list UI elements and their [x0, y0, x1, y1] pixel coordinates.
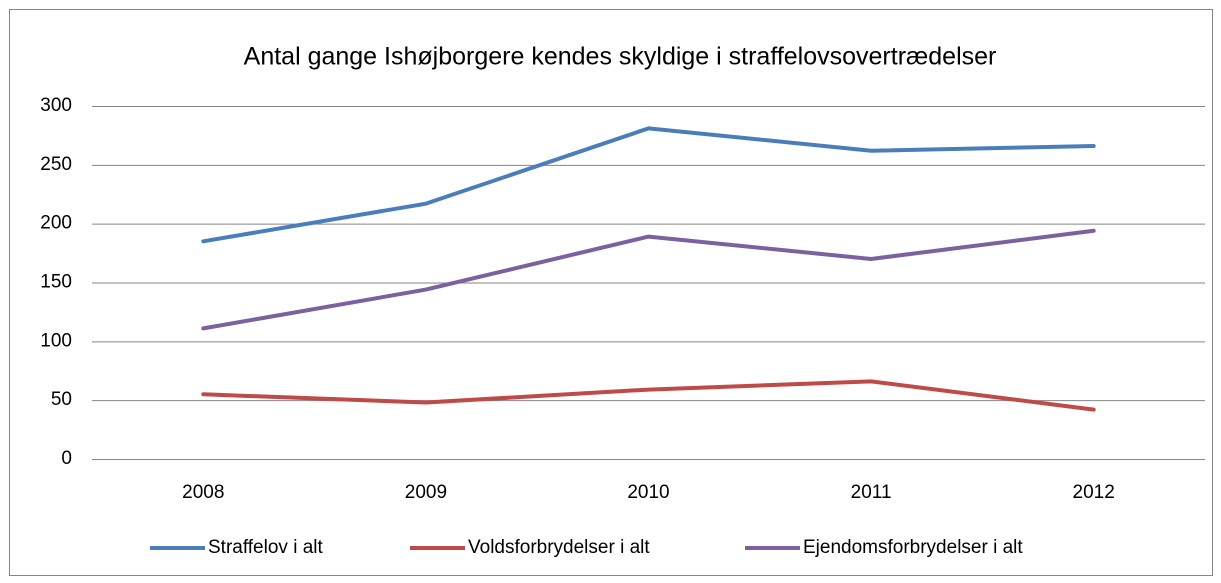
- chart-title: Antal gange Ishøjborgere kendes skyldige…: [244, 43, 997, 71]
- y-tick-label: 0: [61, 448, 72, 469]
- legend-label: Ejendomsforbrydelser i alt: [803, 537, 1023, 558]
- series-line: [201, 379, 1096, 412]
- legend-label: Voldsforbrydelser i alt: [468, 537, 650, 558]
- series-line: [201, 126, 1096, 244]
- y-tick-label: 200: [40, 213, 72, 234]
- x-tick-label: 2012: [1073, 482, 1115, 503]
- series-line: [201, 228, 1096, 331]
- x-tick-label: 2009: [405, 482, 447, 503]
- y-tick-label: 300: [40, 95, 72, 116]
- x-tick-label: 2010: [627, 482, 669, 503]
- y-tick-label: 100: [40, 330, 72, 351]
- chart-border: [9, 9, 1213, 576]
- y-tick-label: 250: [40, 154, 72, 175]
- y-tick-label: 50: [51, 389, 72, 410]
- y-tick-label: 150: [40, 272, 72, 293]
- legend-label: Straffelov i alt: [208, 537, 323, 558]
- x-tick-label: 2008: [182, 482, 224, 503]
- x-tick-label: 2011: [851, 482, 892, 503]
